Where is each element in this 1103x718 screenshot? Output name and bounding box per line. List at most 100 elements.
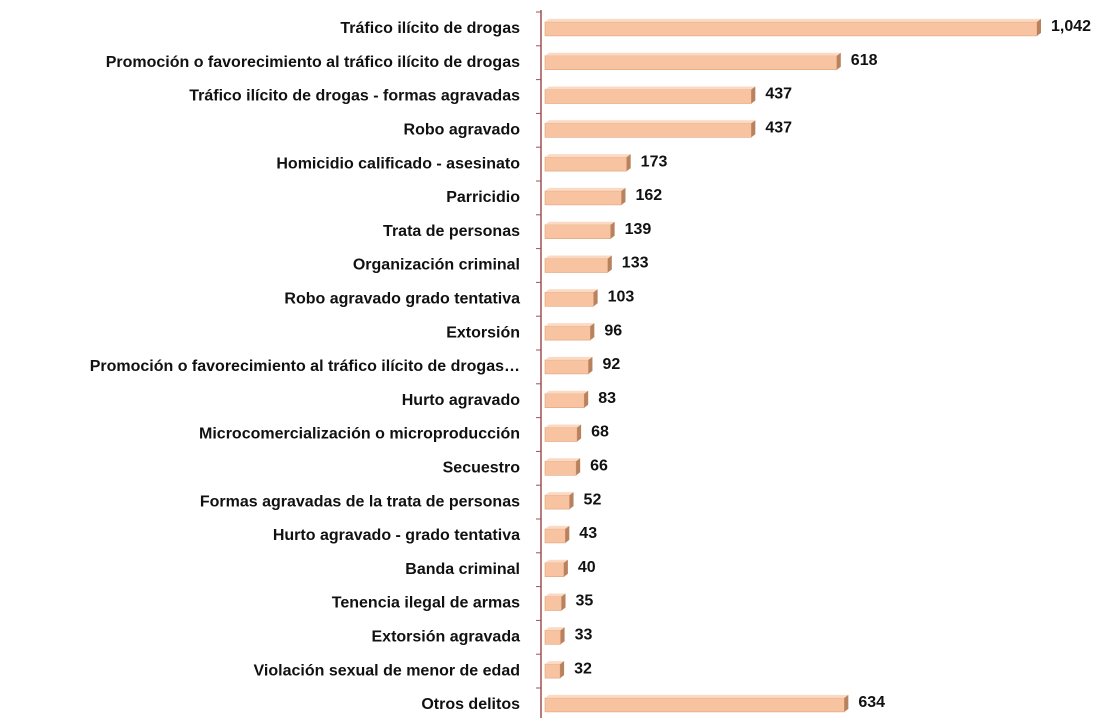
bar-end-face xyxy=(621,187,626,205)
category-label: Parricidio xyxy=(446,189,520,206)
bar-end-face xyxy=(560,627,565,645)
bar-top-face xyxy=(545,458,581,462)
bar-end-face xyxy=(751,86,756,104)
bar xyxy=(544,190,622,206)
value-label: 133 xyxy=(622,255,649,272)
bar-end-face xyxy=(590,323,595,341)
bar-end-face xyxy=(584,390,589,408)
category-label: Tenencia ilegal de armas xyxy=(332,595,520,612)
bar-end-face xyxy=(588,356,593,374)
bar-end-face xyxy=(1037,18,1041,36)
value-label: 634 xyxy=(858,694,885,711)
value-label: 1,042 xyxy=(1051,18,1091,35)
category-label: Secuestro xyxy=(443,460,521,477)
category-label: Hurto agravado - grado tentativa xyxy=(273,527,520,544)
bar-end-face xyxy=(593,289,598,307)
bar-end-face xyxy=(836,52,841,70)
category-label: Promoción o favorecimiento al tráfico il… xyxy=(90,358,520,375)
value-label: 40 xyxy=(578,559,596,576)
bar-top-face xyxy=(545,187,626,191)
bar-top-face xyxy=(545,559,568,563)
bar-top-face xyxy=(545,289,598,293)
bar-end-face xyxy=(563,559,568,577)
bar-end-face xyxy=(569,492,574,510)
value-label: 437 xyxy=(765,86,792,103)
bar xyxy=(544,156,627,172)
value-label: 618 xyxy=(851,52,878,69)
bar xyxy=(544,89,752,104)
bar-top-face xyxy=(545,492,574,496)
bar xyxy=(544,325,591,341)
value-label: 96 xyxy=(604,322,622,339)
bar xyxy=(544,123,752,138)
bar-top-face xyxy=(545,154,631,158)
value-label: 162 xyxy=(635,187,662,204)
bar xyxy=(544,460,577,476)
bar-end-face xyxy=(607,255,612,273)
bar-top-face xyxy=(545,221,615,225)
bar-top-face xyxy=(545,390,589,394)
bar-top-face xyxy=(545,356,593,360)
bar-top-face xyxy=(545,18,1041,22)
bar xyxy=(544,359,589,375)
category-label: Violación sexual de menor de edad xyxy=(254,662,520,679)
value-label: 173 xyxy=(641,153,668,170)
bar-top-face xyxy=(545,424,582,428)
value-label: 103 xyxy=(608,289,635,306)
value-label: 83 xyxy=(598,390,616,407)
bar-top-face xyxy=(545,661,565,665)
value-label: 32 xyxy=(574,660,592,677)
bar xyxy=(544,224,611,239)
category-label: Extorsión agravada xyxy=(372,629,521,646)
category-label: Banda criminal xyxy=(405,561,520,578)
bar xyxy=(544,55,838,71)
category-label: Robo agravado xyxy=(404,122,521,139)
bar xyxy=(544,562,565,578)
bar-end-face xyxy=(576,458,581,476)
value-label: 66 xyxy=(590,458,608,475)
bar-end-face xyxy=(844,694,849,712)
bar xyxy=(544,291,594,307)
bar-end-face xyxy=(751,120,756,138)
bar-end-face xyxy=(577,424,582,442)
bar-end-face xyxy=(561,593,566,611)
category-label: Hurto agravado xyxy=(402,392,520,409)
bar-top-face xyxy=(545,525,570,529)
category-label: Organización criminal xyxy=(353,257,520,274)
category-label: Tráfico ilícito de drogas xyxy=(340,20,520,37)
bar xyxy=(544,494,570,510)
value-label: 437 xyxy=(765,120,792,137)
category-label: Otros delitos xyxy=(421,696,520,713)
bar-top-face xyxy=(545,323,595,327)
bar-top-face xyxy=(545,255,612,259)
bar xyxy=(544,629,561,645)
bar-top-face xyxy=(545,593,566,597)
category-label: Microcomercialización o microproducción xyxy=(199,426,520,443)
category-label: Trata de personas xyxy=(383,223,520,240)
category-label: Extorsión xyxy=(446,324,520,341)
bar-end-face xyxy=(610,221,615,239)
bar xyxy=(544,528,566,544)
bar xyxy=(544,596,562,611)
category-label: Robo agravado grado tentativa xyxy=(284,291,520,308)
bar-end-face xyxy=(626,154,631,172)
bar xyxy=(544,697,845,713)
value-label: 52 xyxy=(584,491,602,508)
bar-top-face xyxy=(545,120,756,124)
category-label: Promoción o favorecimiento al tráfico il… xyxy=(106,54,520,71)
bar xyxy=(544,393,585,409)
value-label: 35 xyxy=(576,593,594,610)
bar-top-face xyxy=(545,52,841,56)
value-label: 139 xyxy=(625,221,652,238)
category-label: Tráfico ilícito de drogas - formas agrav… xyxy=(189,88,520,105)
bar xyxy=(544,427,578,442)
bar xyxy=(544,258,609,273)
value-label: 43 xyxy=(579,525,597,542)
bar-end-face xyxy=(565,525,570,543)
bar-top-face xyxy=(545,86,756,90)
bar xyxy=(544,21,1038,37)
bar-top-face xyxy=(545,694,849,698)
bar-end-face xyxy=(560,661,565,679)
value-label: 92 xyxy=(602,356,620,373)
